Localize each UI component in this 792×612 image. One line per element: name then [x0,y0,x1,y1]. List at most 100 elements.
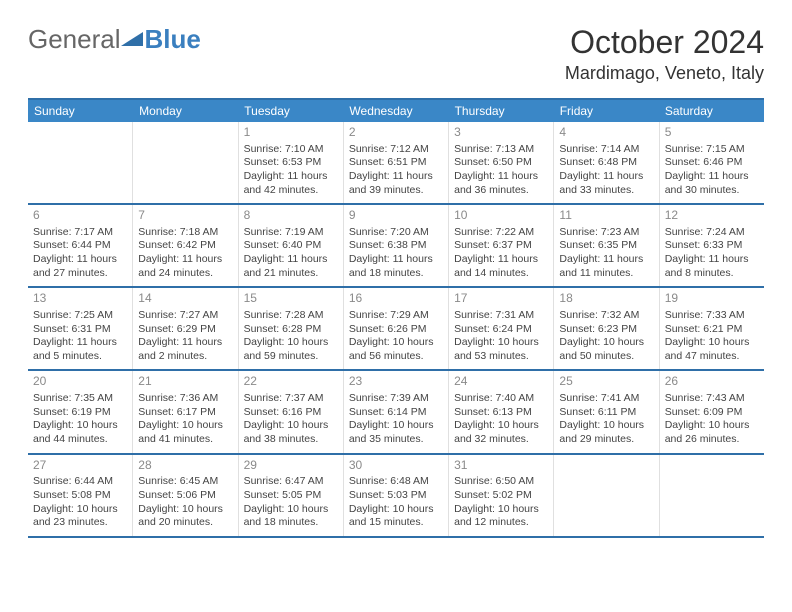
sunrise-line: Sunrise: 7:24 AM [665,226,759,240]
day-cell: 25Sunrise: 7:41 AMSunset: 6:11 PMDayligh… [554,371,659,452]
daylight-line: Daylight: 11 hours and 39 minutes. [349,170,443,197]
sunset-line: Sunset: 6:53 PM [244,156,338,170]
sunset-line: Sunset: 6:26 PM [349,323,443,337]
day-number: 15 [244,291,338,307]
sunrise-line: Sunrise: 7:36 AM [138,392,232,406]
day-number: 1 [244,125,338,141]
sunrise-line: Sunrise: 7:39 AM [349,392,443,406]
sunrise-line: Sunrise: 7:15 AM [665,143,759,157]
daylight-line: Daylight: 11 hours and 11 minutes. [559,253,653,280]
daylight-line: Daylight: 10 hours and 29 minutes. [559,419,653,446]
logo-text-2: Blue [145,28,201,51]
sunrise-line: Sunrise: 7:19 AM [244,226,338,240]
day-cell: 1 Sunrise: 7:10 AMSunset: 6:53 PMDaylight… [239,122,344,203]
sunset-line: Sunset: 6:37 PM [454,239,548,253]
daylight-line: Daylight: 11 hours and 18 minutes. [349,253,443,280]
day-number: 10 [454,208,548,224]
sunrise-line: Sunrise: 7:27 AM [138,309,232,323]
day-number: 13 [33,291,127,307]
daylight-line: Daylight: 11 hours and 2 minutes. [138,336,232,363]
sunrise-line: Sunrise: 7:10 AM [244,143,338,157]
day-cell: 17Sunrise: 7:31 AMSunset: 6:24 PMDayligh… [449,288,554,369]
week-row: 6Sunrise: 7:17 AMSunset: 6:44 PMDaylight… [28,205,764,288]
sunset-line: Sunset: 6:51 PM [349,156,443,170]
daylight-line: Daylight: 11 hours and 5 minutes. [33,336,127,363]
week-row: 20Sunrise: 7:35 AMSunset: 6:19 PMDayligh… [28,371,764,454]
sunrise-line: Sunrise: 7:13 AM [454,143,548,157]
sunset-line: Sunset: 6:33 PM [665,239,759,253]
daylight-line: Daylight: 10 hours and 26 minutes. [665,419,759,446]
sunset-line: Sunset: 6:50 PM [454,156,548,170]
day-number: 18 [559,291,653,307]
sunrise-line: Sunrise: 7:43 AM [665,392,759,406]
day-header: Monday [133,100,238,122]
day-cell: 27Sunrise: 6:44 AMSunset: 5:08 PMDayligh… [28,455,133,536]
day-number: 9 [349,208,443,224]
day-number: 11 [559,208,653,224]
day-number: 30 [349,458,443,474]
day-header: Friday [554,100,659,122]
day-number: 4 [559,125,653,141]
sunset-line: Sunset: 6:11 PM [559,406,653,420]
day-cell: 23Sunrise: 7:39 AMSunset: 6:14 PMDayligh… [344,371,449,452]
day-header-row: SundayMondayTuesdayWednesdayThursdayFrid… [28,100,764,122]
sunset-line: Sunset: 5:03 PM [349,489,443,503]
page-title: October 2024 [565,24,764,61]
sunrise-line: Sunrise: 7:20 AM [349,226,443,240]
day-number: 12 [665,208,759,224]
daylight-line: Daylight: 11 hours and 14 minutes. [454,253,548,280]
daylight-line: Daylight: 10 hours and 50 minutes. [559,336,653,363]
sunset-line: Sunset: 6:44 PM [33,239,127,253]
daylight-line: Daylight: 10 hours and 41 minutes. [138,419,232,446]
sunrise-line: Sunrise: 6:47 AM [244,475,338,489]
day-number: 6 [33,208,127,224]
day-header: Wednesday [343,100,448,122]
daylight-line: Daylight: 10 hours and 12 minutes. [454,503,548,530]
day-number: 25 [559,374,653,390]
sunrise-line: Sunrise: 6:48 AM [349,475,443,489]
daylight-line: Daylight: 10 hours and 35 minutes. [349,419,443,446]
day-cell: 4Sunrise: 7:14 AMSunset: 6:48 PMDaylight… [554,122,659,203]
day-number: 29 [244,458,338,474]
day-cell: 15 Sunrise: 7:28 AMSunset: 6:28 PMDayligh… [239,288,344,369]
day-number: 31 [454,458,548,474]
sunset-line: Sunset: 6:24 PM [454,323,548,337]
sunrise-line: Sunrise: 7:14 AM [559,143,653,157]
day-number: 5 [665,125,759,141]
day-header: Sunday [28,100,133,122]
day-number: 14 [138,291,232,307]
sunset-line: Sunset: 5:08 PM [33,489,127,503]
daylight-line: Daylight: 11 hours and 27 minutes. [33,253,127,280]
sunset-line: Sunset: 6:23 PM [559,323,653,337]
sunrise-line: Sunrise: 7:31 AM [454,309,548,323]
daylight-line: Daylight: 10 hours and 32 minutes. [454,419,548,446]
blank-cell [660,455,764,536]
daylight-line: Daylight: 10 hours and 20 minutes. [138,503,232,530]
sunset-line: Sunset: 6:31 PM [33,323,127,337]
blank-cell [28,122,133,203]
week-row: 1Sunrise: 7:10 AMSunset: 6:53 PMDaylight… [28,122,764,205]
sunrise-line: Sunrise: 6:45 AM [138,475,232,489]
sunrise-line: Sunrise: 7:35 AM [33,392,127,406]
sunset-line: Sunset: 6:42 PM [138,239,232,253]
blank-cell [133,122,238,203]
day-number: 20 [33,374,127,390]
daylight-line: Daylight: 10 hours and 59 minutes. [244,336,338,363]
day-cell: 19Sunrise: 7:33 AMSunset: 6:21 PMDayligh… [660,288,764,369]
day-cell: 3Sunrise: 7:13 AMSunset: 6:50 PMDaylight… [449,122,554,203]
day-number: 26 [665,374,759,390]
logo-text-1: General [28,24,121,55]
sunset-line: Sunset: 6:28 PM [244,323,338,337]
sunset-line: Sunset: 6:17 PM [138,406,232,420]
day-cell: 5Sunrise: 7:15 AMSunset: 6:46 PMDaylight… [660,122,764,203]
sunrise-line: Sunrise: 7:18 AM [138,226,232,240]
day-number: 7 [138,208,232,224]
day-cell: 24Sunrise: 7:40 AMSunset: 6:13 PMDayligh… [449,371,554,452]
sunrise-line: Sunrise: 7:29 AM [349,309,443,323]
sunrise-line: Sunrise: 7:28 AM [244,309,338,323]
sunset-line: Sunset: 6:14 PM [349,406,443,420]
daylight-line: Daylight: 10 hours and 18 minutes. [244,503,338,530]
daylight-line: Daylight: 10 hours and 47 minutes. [665,336,759,363]
daylight-line: Daylight: 11 hours and 42 minutes. [244,170,338,197]
daylight-line: Daylight: 11 hours and 24 minutes. [138,253,232,280]
